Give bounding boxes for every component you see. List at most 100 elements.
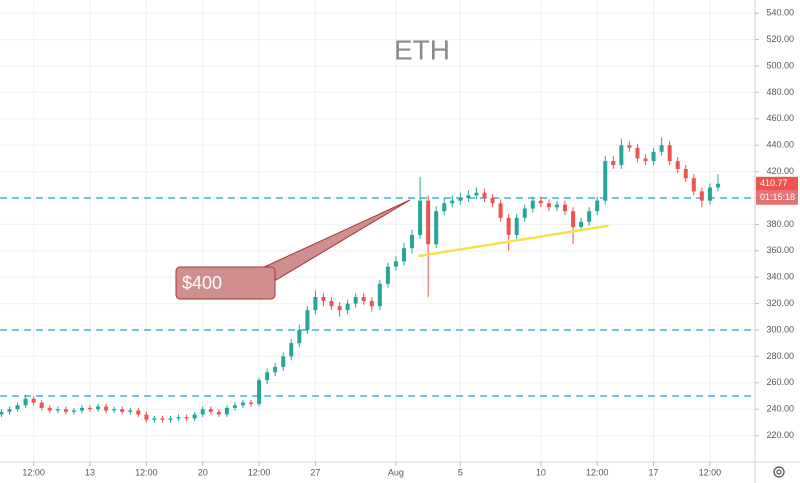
candle-body xyxy=(474,192,479,196)
countdown-label: 01:15:18 xyxy=(760,192,795,202)
candle-body xyxy=(257,380,262,404)
candle-body xyxy=(675,161,680,169)
candle-body xyxy=(112,409,117,411)
y-tick-label: 460.00 xyxy=(766,113,794,123)
candle-body xyxy=(361,297,366,301)
candle-body xyxy=(715,183,720,188)
candle-body xyxy=(595,200,600,212)
y-tick-label: 360.00 xyxy=(766,245,794,255)
candle-body xyxy=(522,208,527,218)
candle-body xyxy=(144,414,149,420)
candle-body xyxy=(232,405,237,408)
candle-body xyxy=(691,178,696,192)
gear-hub xyxy=(776,469,782,475)
candle-body xyxy=(297,330,302,344)
candle-body xyxy=(224,407,229,415)
candle-body xyxy=(273,366,278,373)
callout-box xyxy=(175,266,276,300)
candle-body xyxy=(603,161,608,201)
candle-body xyxy=(128,410,133,412)
x-tick-label: 10 xyxy=(536,467,546,477)
candle-body xyxy=(216,411,221,415)
candle-body xyxy=(160,418,165,420)
candle-body xyxy=(249,402,254,404)
candle-body xyxy=(96,406,101,410)
candle-body xyxy=(353,297,358,304)
candle-body xyxy=(418,200,423,235)
candle-body xyxy=(88,407,93,410)
levels xyxy=(0,197,755,397)
y-tick-label: 320.00 xyxy=(766,298,794,308)
grid xyxy=(0,0,755,462)
candle-body xyxy=(651,151,656,162)
candle-body xyxy=(554,204,559,208)
x-tick-label: 12:00 xyxy=(586,467,609,477)
y-tick-label: 540.00 xyxy=(766,8,794,18)
y-tick-label: 340.00 xyxy=(766,272,794,282)
candle-body xyxy=(458,198,463,201)
candle-body xyxy=(426,200,431,245)
candle-body xyxy=(699,191,704,201)
candle-body xyxy=(377,283,382,307)
candle-body xyxy=(104,406,109,411)
candle-body xyxy=(571,211,576,228)
y-tick-label: 380.00 xyxy=(766,219,794,229)
candle-body xyxy=(305,310,310,330)
y-tick-label: 280.00 xyxy=(766,351,794,361)
candle-body xyxy=(482,192,487,198)
candle-body xyxy=(337,306,342,311)
callout-text: $400 xyxy=(182,273,222,293)
y-tick-label: 300.00 xyxy=(766,324,794,334)
y-tick-label: 480.00 xyxy=(766,87,794,97)
candle-body xyxy=(506,217,511,235)
x-tick-label: 12:00 xyxy=(248,467,271,477)
candle-body xyxy=(31,398,36,403)
y-tick-label: 220.00 xyxy=(766,430,794,440)
candle-body xyxy=(530,200,535,209)
callout: $400 xyxy=(175,199,411,300)
candle-body xyxy=(619,145,624,165)
candle-body xyxy=(329,300,334,307)
x-tick-label: 20 xyxy=(198,467,208,477)
candle-body xyxy=(47,407,52,411)
trend-line xyxy=(418,224,609,258)
candle-body xyxy=(587,211,592,222)
candle-body xyxy=(707,187,712,201)
candle-body xyxy=(514,217,519,235)
y-tick-label: 440.00 xyxy=(766,140,794,150)
candle-body xyxy=(369,300,374,307)
candle-body xyxy=(442,203,447,212)
candle-body xyxy=(579,221,584,228)
candle-body xyxy=(410,234,415,249)
last-price-label: 410.77 xyxy=(760,178,788,188)
candle-body xyxy=(184,417,189,419)
candle-body xyxy=(450,200,455,204)
candle-body xyxy=(385,266,390,284)
candle-body xyxy=(23,398,28,406)
candle-body xyxy=(683,168,688,179)
x-tick-label: 5 xyxy=(458,467,463,477)
candles xyxy=(0,137,720,423)
x-tick-label: 27 xyxy=(310,467,320,477)
candle-body xyxy=(401,248,406,262)
candle-body xyxy=(466,195,471,198)
candle-body xyxy=(136,410,141,415)
candle-body xyxy=(200,409,205,415)
candle-body xyxy=(667,145,672,162)
y-tick-label: 420.00 xyxy=(766,166,794,176)
x-tick-label: 12:00 xyxy=(135,467,158,477)
candle-body xyxy=(55,409,60,411)
candle-body xyxy=(313,297,318,311)
candle-body xyxy=(321,297,326,301)
candle-body xyxy=(71,410,76,412)
candle-body xyxy=(627,145,632,148)
candle-body xyxy=(490,198,495,204)
candle-body xyxy=(635,147,640,159)
candle-body xyxy=(208,409,213,412)
settings-icon[interactable] xyxy=(773,466,785,478)
candle-body xyxy=(7,409,12,412)
candle-body xyxy=(546,203,551,208)
